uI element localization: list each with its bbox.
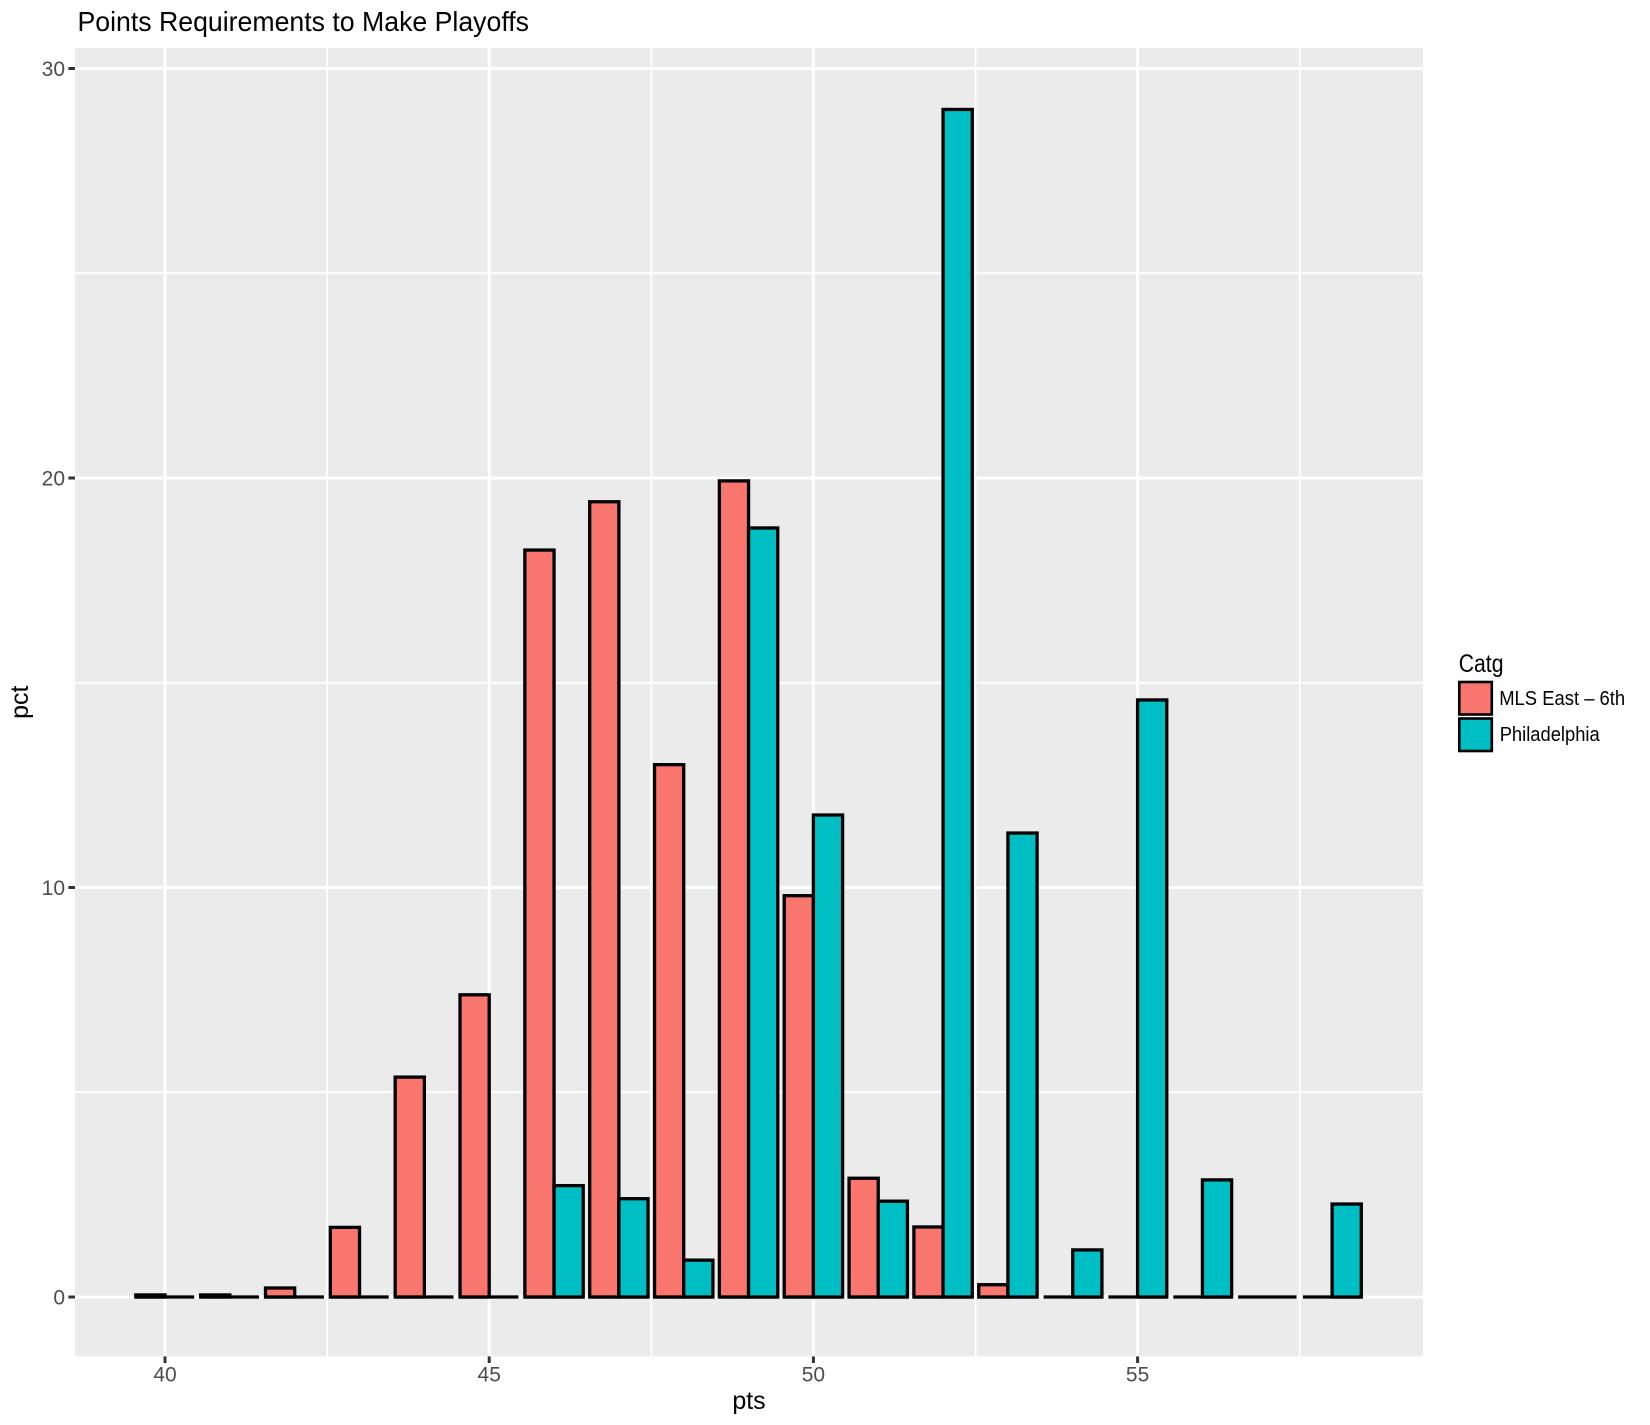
svg-text:10: 10: [42, 877, 65, 900]
svg-text:0: 0: [53, 1286, 65, 1309]
svg-text:20: 20: [42, 467, 65, 490]
svg-text:30: 30: [42, 58, 65, 81]
svg-text:pts: pts: [732, 1387, 765, 1415]
svg-text:MLS East – 6th: MLS East – 6th: [1499, 688, 1625, 710]
svg-text:55: 55: [1126, 1364, 1149, 1387]
svg-text:Points Requirements to Make Pl: Points Requirements to Make Playoffs: [78, 6, 530, 37]
svg-text:Catg: Catg: [1459, 650, 1504, 678]
svg-text:40: 40: [153, 1364, 176, 1387]
svg-text:50: 50: [802, 1364, 825, 1387]
svg-text:45: 45: [478, 1364, 501, 1387]
svg-text:pct: pct: [6, 685, 34, 718]
svg-text:Philadelphia: Philadelphia: [1500, 724, 1601, 746]
